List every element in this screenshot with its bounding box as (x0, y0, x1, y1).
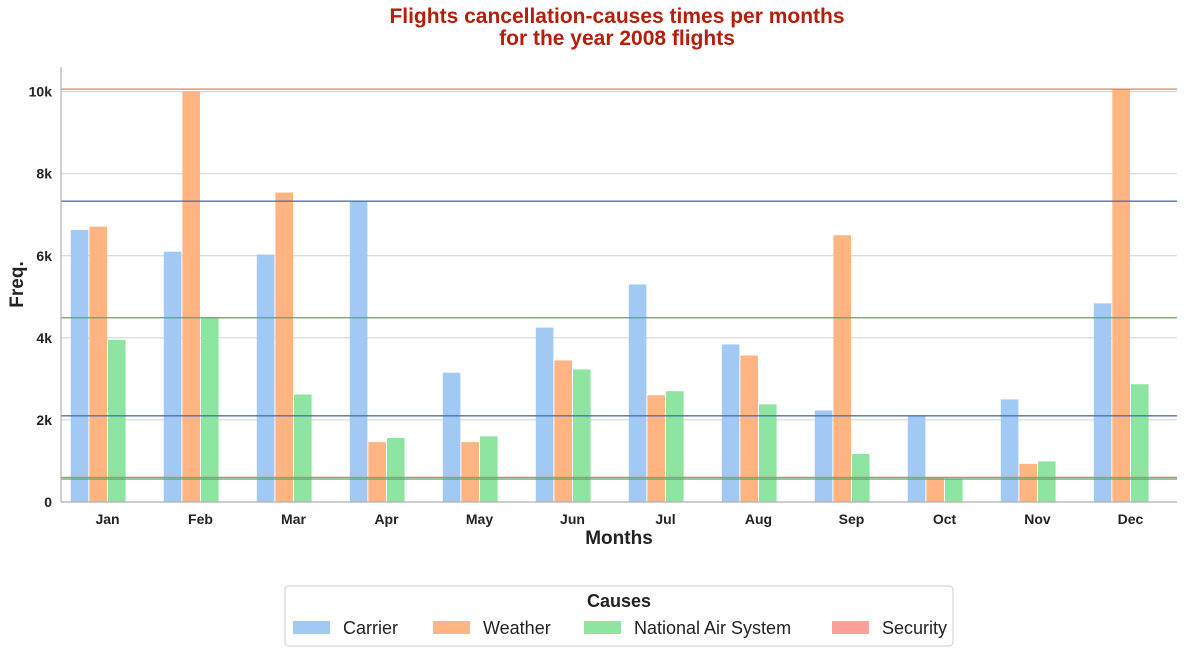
x-axis-label: Months (585, 528, 653, 549)
bar-carrier (907, 415, 926, 502)
y-tick-label: 6k (36, 248, 52, 264)
bar-carrier (256, 254, 275, 502)
reference-lines (61, 88, 1177, 480)
bar-national-air-system (201, 317, 219, 502)
legend-title: Causes (587, 591, 651, 611)
y-tick-label: 0 (44, 494, 52, 510)
bar-weather (833, 235, 851, 503)
bar-weather (368, 442, 386, 502)
legend-swatch-weather (433, 621, 470, 634)
x-tick-label: Jan (95, 511, 119, 527)
bar-carrier (70, 229, 89, 503)
bar-weather (740, 355, 758, 502)
bar-weather (647, 395, 665, 502)
gridlines (61, 91, 1177, 421)
bar-weather (275, 192, 293, 502)
bar-national-air-system (666, 391, 684, 502)
bar-national-air-system (387, 437, 405, 502)
x-tick-label: Jun (560, 511, 585, 527)
legend-label-national-air-system: National Air System (634, 618, 791, 638)
y-tick-label: 2k (36, 412, 52, 428)
y-tick-label: 4k (36, 330, 52, 346)
x-tick-label: Apr (374, 511, 399, 527)
bar-national-air-system (1131, 384, 1149, 502)
bar-national-air-system (480, 436, 498, 502)
bar-weather (461, 442, 479, 502)
bar-carrier (814, 410, 833, 502)
legend-label-carrier: Carrier (343, 618, 398, 638)
x-tick-label: Dec (1118, 511, 1144, 527)
bar-national-air-system (294, 394, 312, 502)
bar-weather (1019, 463, 1037, 502)
x-tick-label: Sep (839, 511, 865, 527)
legend: Causes Carrier Weather National Air System S… (284, 585, 954, 647)
bar-carrier (1093, 303, 1112, 502)
bar-carrier (1000, 399, 1019, 502)
bar-national-air-system (1038, 461, 1056, 502)
x-tick-label: Nov (1024, 511, 1051, 527)
bar-national-air-system (108, 339, 126, 502)
chart-title-line: Flights cancellation-causes times per mo… (389, 5, 844, 28)
bar-carrier (442, 372, 461, 502)
x-tick-label: Feb (188, 511, 213, 527)
x-tick-label: Aug (745, 511, 772, 527)
bar-weather (1112, 89, 1130, 503)
y-tick-label: 10k (29, 84, 53, 100)
chart-title-line: for the year 2008 flights (499, 27, 735, 50)
legend-swatch-national-air-system (584, 621, 621, 634)
bar-national-air-system (759, 404, 777, 502)
axes (60, 67, 1177, 503)
bar-national-air-system (945, 479, 963, 502)
y-axis-label: Freq. (7, 261, 28, 307)
bar-weather (89, 226, 107, 503)
legend-swatch-security (832, 621, 869, 634)
x-tick-label: May (466, 511, 493, 527)
legend-swatch-carrier (293, 621, 330, 634)
bar-weather (182, 91, 200, 502)
bar-carrier (349, 201, 368, 502)
chart-title: Flights cancellation-causes times per mo… (389, 5, 844, 50)
x-tick-label: Jul (655, 511, 675, 527)
legend-label-security: Security (882, 618, 947, 638)
legend-label-weather: Weather (483, 618, 551, 638)
bars (70, 89, 1168, 503)
tick-labels: 0 2k 4k 6k 8k 10k Jan Feb Mar Apr May Jun Jul Aug Sep O… (29, 84, 1144, 527)
bar-carrier (535, 327, 554, 502)
bar-carrier (628, 284, 647, 502)
x-tick-label: Oct (933, 511, 957, 527)
bar-carrier (163, 251, 182, 502)
bar-carrier (721, 344, 740, 502)
bar-national-air-system (573, 369, 591, 502)
x-tick-label: Mar (281, 511, 306, 527)
bar-weather (554, 360, 572, 502)
y-tick-label: 8k (36, 166, 52, 182)
bar-weather (926, 477, 944, 502)
